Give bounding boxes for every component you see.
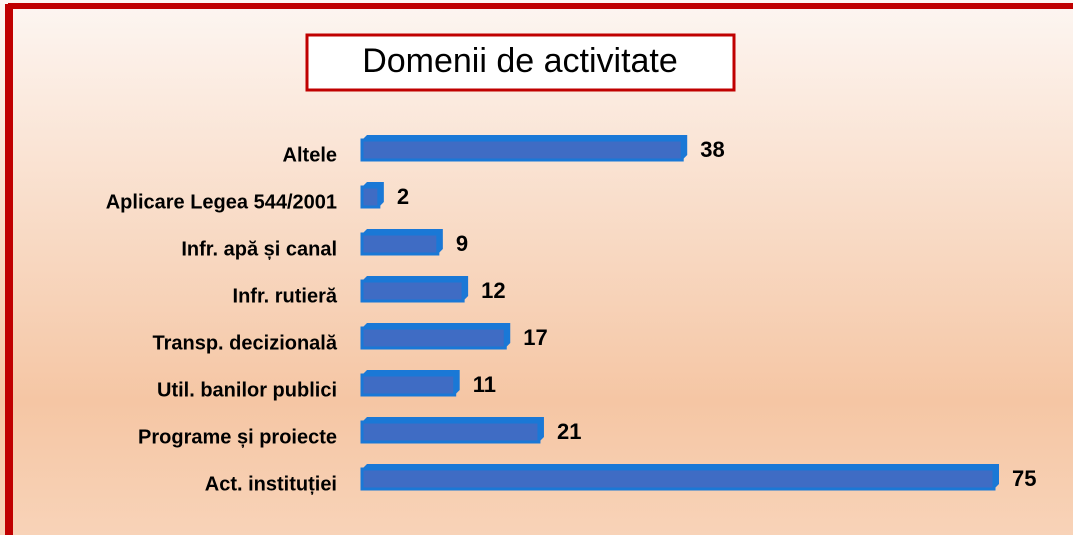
bar [360, 326, 507, 350]
value-label: 17 [523, 325, 547, 350]
value-label: 21 [557, 419, 581, 444]
category-label: Programe și proiecte [138, 426, 337, 448]
bar [360, 185, 381, 209]
bar [360, 232, 440, 256]
bar [360, 279, 465, 303]
bar [360, 420, 541, 444]
chart-title: Domenii de activitate [362, 42, 678, 80]
category-label: Altele [283, 144, 337, 166]
value-label: 2 [397, 184, 409, 209]
category-label: Infr. rutieră [233, 285, 338, 307]
value-label: 38 [700, 137, 724, 162]
category-label: Transp. decizională [152, 332, 337, 354]
category-label: Act. instituției [205, 473, 337, 495]
value-label: 12 [481, 278, 505, 303]
bar [360, 138, 684, 162]
bar [360, 373, 457, 397]
bar [360, 467, 996, 491]
value-label: 9 [456, 231, 468, 256]
category-label: Util. banilor publici [157, 379, 337, 401]
category-label: Aplicare Legea 544/2001 [106, 191, 337, 213]
value-label: 75 [1012, 466, 1036, 491]
title-box [305, 33, 736, 92]
value-label: 11 [473, 372, 496, 397]
category-label: Infr. apă și canal [181, 238, 337, 260]
